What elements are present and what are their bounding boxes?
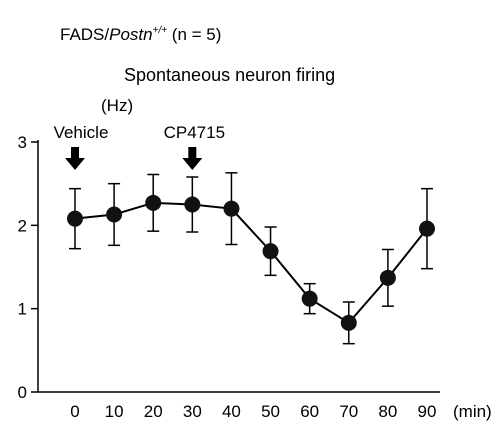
x-tick-label: 50 (261, 402, 280, 421)
annotation-arrow (182, 147, 203, 170)
chart-title: Spontaneous neuron firing (124, 65, 335, 85)
data-point (340, 314, 357, 331)
group-label-n: (n = 5) (167, 25, 221, 44)
annotation-label: Vehicle (54, 123, 109, 142)
group-label-gene: Postn (109, 25, 152, 44)
group-label-prefix: FADS/ (60, 25, 109, 44)
y-tick-label: 0 (18, 383, 27, 402)
x-tick-label: 30 (183, 402, 202, 421)
x-tick-label: 90 (418, 402, 437, 421)
x-tick-label: 40 (222, 402, 241, 421)
group-label: FADS/Postn+/+ (n = 5) (60, 25, 221, 44)
data-point (184, 196, 201, 213)
data-point (301, 290, 318, 307)
data-point (145, 194, 162, 211)
x-tick-label: 0 (70, 402, 79, 421)
data-point (223, 200, 240, 217)
group-label-superscript: +/+ (153, 25, 168, 36)
series-line (74, 201, 428, 325)
y-axis-label: (Hz) (101, 96, 133, 115)
x-tick-label: 60 (300, 402, 319, 421)
y-tick-label: 2 (18, 216, 27, 235)
x-tick-label: 70 (339, 402, 358, 421)
y-tick-label: 1 (18, 300, 27, 319)
x-tick-label: 20 (144, 402, 163, 421)
data-point (379, 269, 396, 286)
annotation-label: CP4715 (164, 123, 225, 142)
x-tick-label: 80 (378, 402, 397, 421)
x-tick-label: 10 (105, 402, 124, 421)
data-point (419, 220, 435, 237)
data-point (106, 206, 123, 223)
data-point (67, 210, 83, 227)
annotation-arrow (65, 147, 85, 170)
series (67, 172, 435, 345)
x-axis-label: (min) (453, 402, 492, 421)
data-point (262, 243, 279, 260)
y-tick-label: 3 (18, 133, 27, 152)
annotations: Vehicle CP4715 (54, 123, 225, 170)
